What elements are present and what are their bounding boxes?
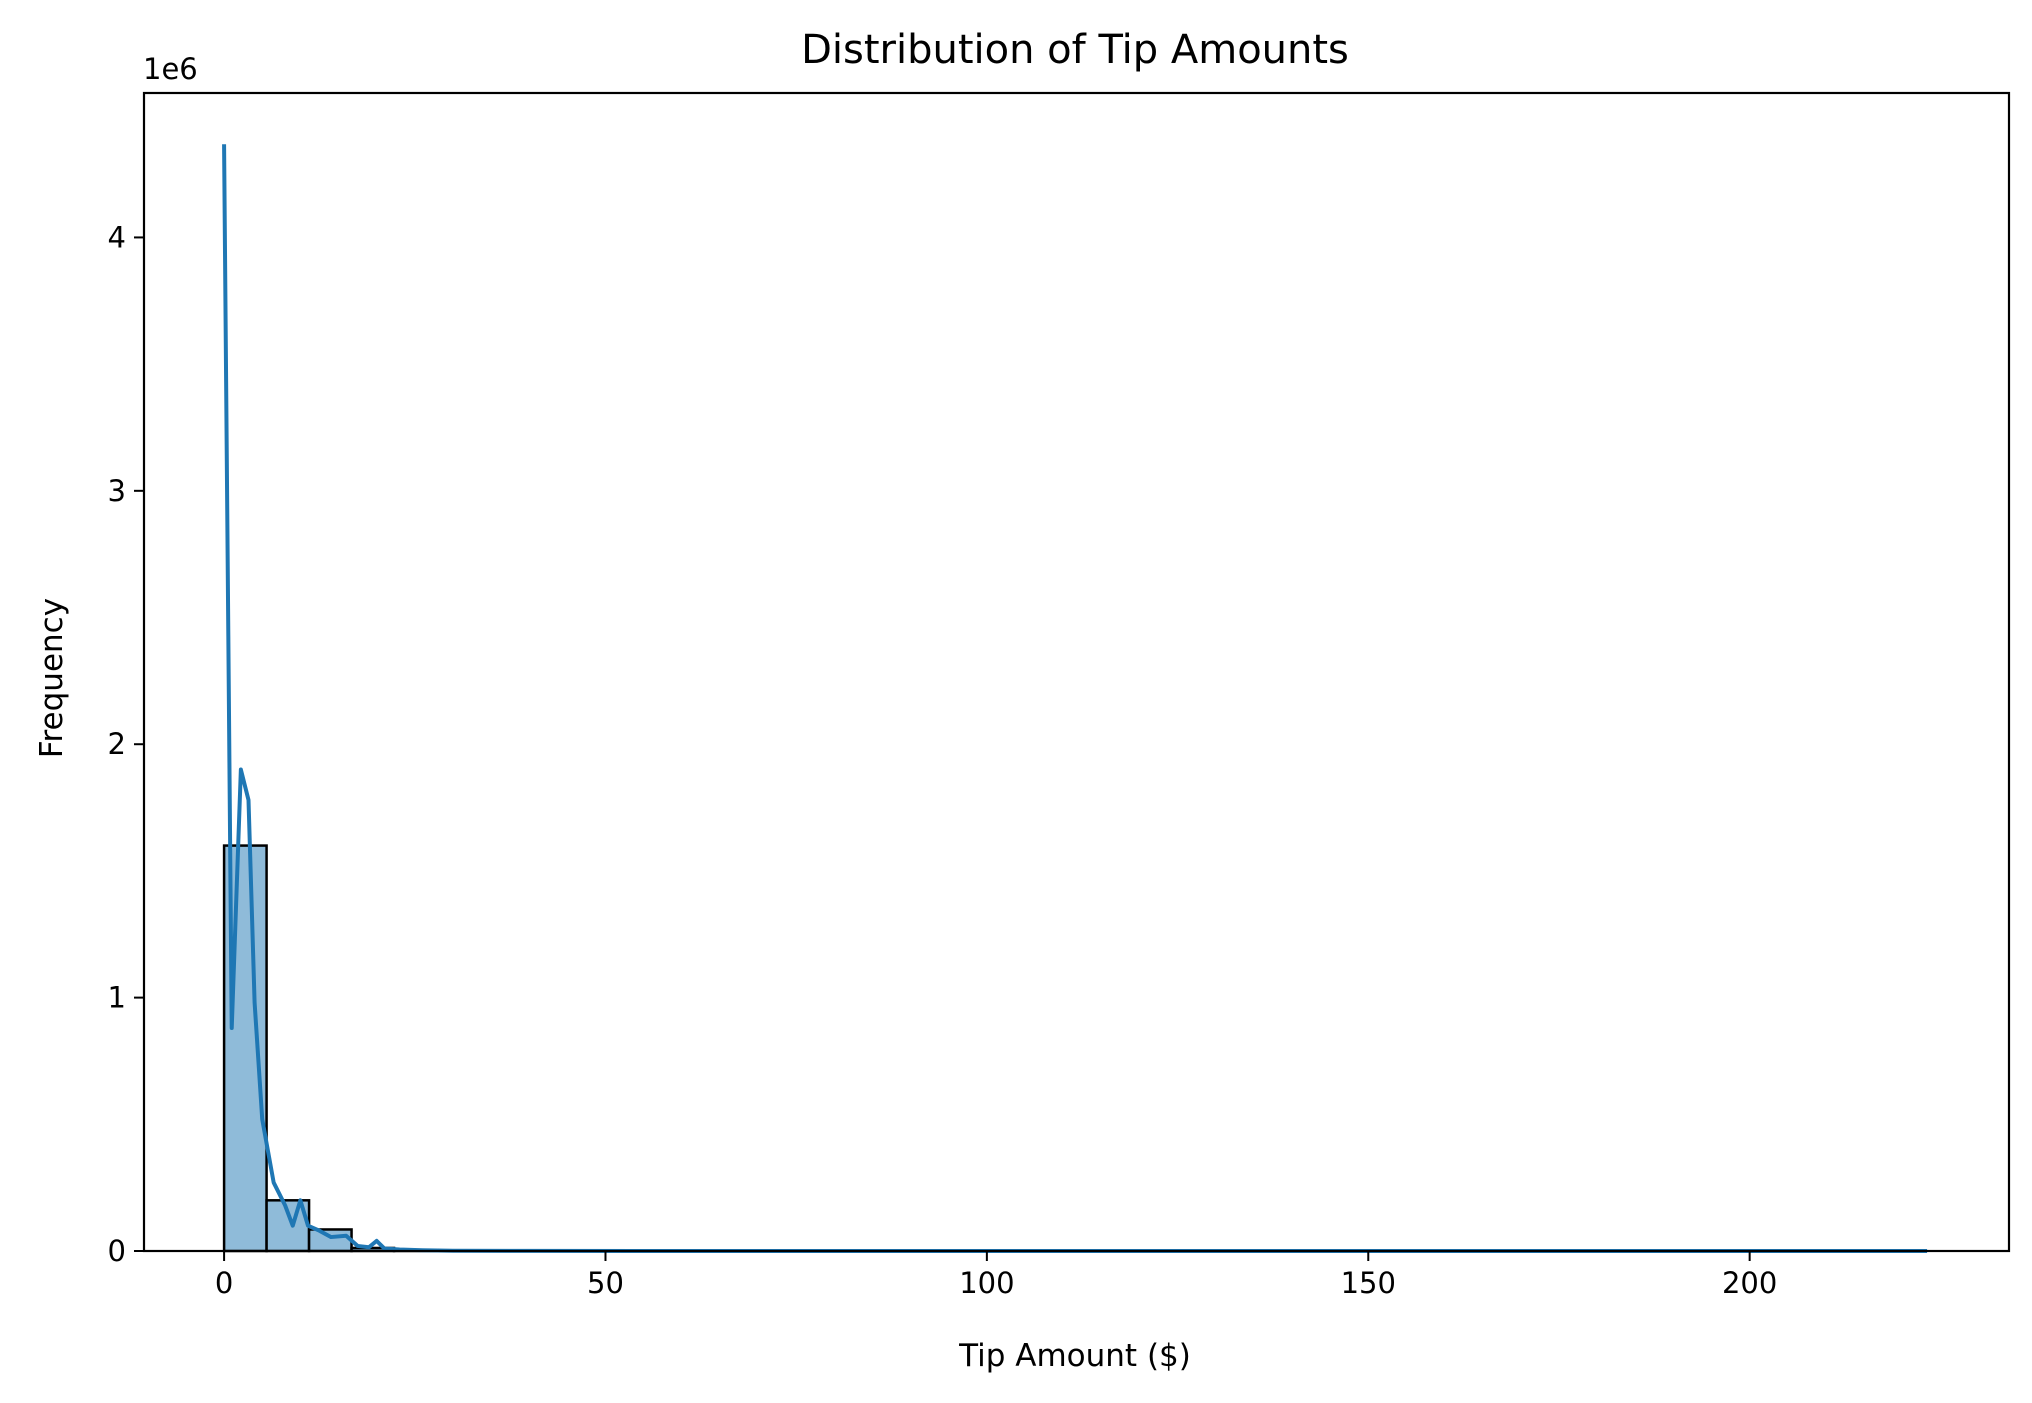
y-tick-label-1: 1 [108, 981, 126, 1015]
plot-area: 0 50 100 150 200 0 1 2 3 4 [108, 91, 2011, 1300]
axes-frame [142, 91, 2011, 1253]
y-tick-label-4: 4 [108, 220, 126, 254]
x-tick-label-3: 150 [1341, 1266, 1396, 1300]
x-tick-label-2: 100 [959, 1266, 1014, 1300]
y-tick-label-3: 3 [108, 474, 126, 508]
x-tick-label-4: 200 [1722, 1266, 1777, 1300]
chart-title: Distribution of Tip Amounts [801, 27, 1349, 73]
x-tick-label-0: 0 [215, 1266, 233, 1300]
histogram-bar-2 [307, 1228, 353, 1253]
x-axis-label: Tip Amount ($) [958, 1338, 1191, 1374]
y-axis-multiplier-label: 1e6 [143, 52, 198, 86]
y-axis-label: Frequency [34, 598, 70, 758]
x-tick-label-1: 50 [587, 1266, 624, 1300]
y-tick-label-2: 2 [108, 727, 126, 761]
y-tick-label-0: 0 [108, 1234, 126, 1268]
